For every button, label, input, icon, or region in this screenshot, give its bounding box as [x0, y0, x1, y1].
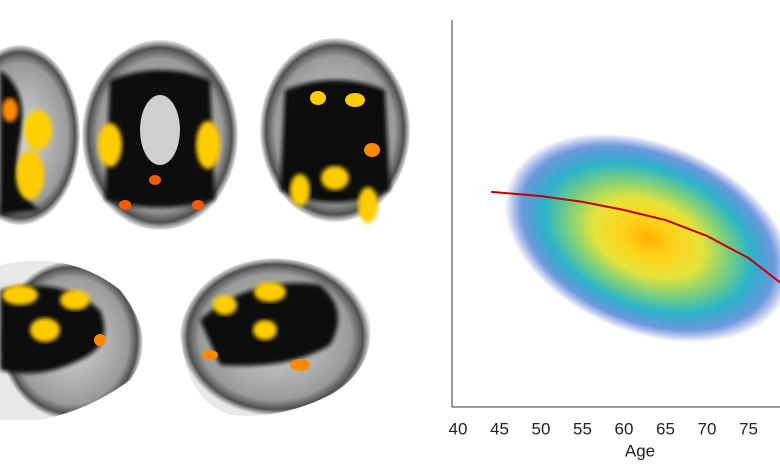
x-tick-label: 60	[615, 419, 634, 438]
brain-axial-1	[0, 45, 80, 225]
x-tick-label: 75	[739, 419, 758, 438]
brain-sagittal-1	[0, 260, 143, 420]
x-tick-label: 45	[490, 419, 509, 438]
density-cloud	[504, 133, 780, 343]
x-tick-label: 55	[573, 419, 592, 438]
x-tick-label: 40	[449, 419, 468, 438]
brain-axial-3	[260, 38, 410, 223]
x-axis-label: Age	[625, 441, 655, 460]
x-tick-label: 70	[698, 419, 717, 438]
x-tick-label: 50	[532, 419, 551, 438]
x-tick-label: 65	[656, 419, 675, 438]
brain-sagittal-2	[180, 258, 371, 416]
fit-line	[491, 190, 780, 284]
brain-images	[0, 38, 410, 420]
brain-axial-2	[82, 40, 238, 230]
